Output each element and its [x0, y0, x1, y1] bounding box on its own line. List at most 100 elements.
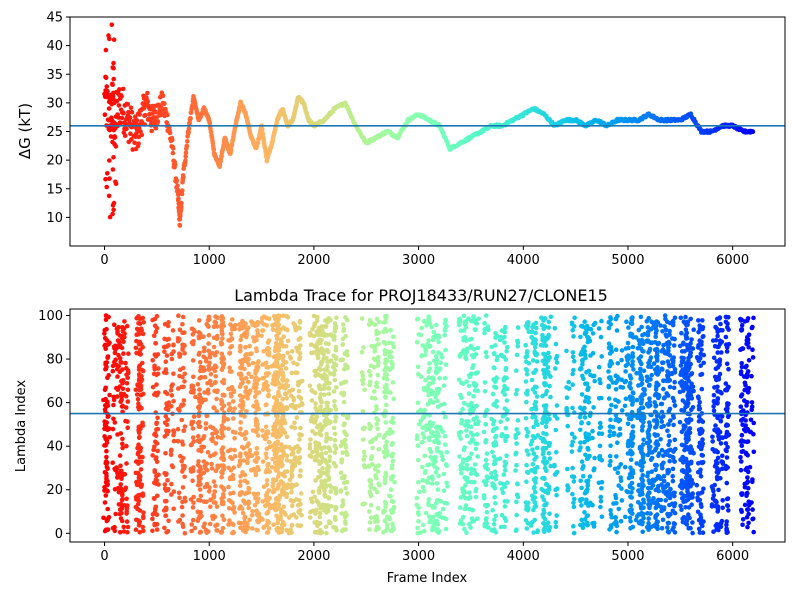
- lambda-point: [749, 325, 755, 331]
- lambda-point: [197, 424, 203, 430]
- lambda-point: [212, 380, 218, 386]
- x-tick-label: 6000: [716, 253, 749, 268]
- lambda-point: [118, 516, 124, 521]
- lambda-point: [124, 365, 129, 371]
- lambda-point: [531, 451, 537, 457]
- lambda-point: [136, 364, 142, 370]
- lambda-point: [391, 344, 397, 350]
- lambda-point: [430, 421, 436, 426]
- delta-g-point: [211, 147, 217, 152]
- lambda-point: [740, 522, 745, 528]
- lambda-point: [580, 466, 585, 472]
- lambda-point: [659, 424, 664, 430]
- lambda-point: [374, 489, 380, 495]
- lambda-point: [738, 316, 743, 322]
- lambda-point: [738, 404, 744, 410]
- lambda-point: [474, 403, 479, 409]
- lambda-point: [628, 494, 633, 500]
- lambda-point: [700, 325, 706, 330]
- lambda-point: [469, 353, 475, 358]
- lambda-point: [470, 432, 476, 438]
- lambda-point: [618, 478, 624, 484]
- lambda-point: [637, 341, 642, 347]
- lambda-point: [136, 523, 142, 528]
- lambda-point: [529, 377, 535, 383]
- delta-g-point: [110, 167, 116, 172]
- lambda-point: [344, 432, 349, 438]
- lambda-point: [154, 512, 160, 517]
- lambda-point: [195, 382, 201, 387]
- lambda-point: [254, 391, 260, 396]
- lambda-point: [238, 454, 243, 459]
- lambda-point: [340, 498, 346, 503]
- lambda-point: [115, 475, 120, 480]
- lambda-point: [265, 463, 270, 468]
- lambda-point: [611, 430, 617, 436]
- lambda-point: [152, 432, 157, 437]
- lambda-point: [599, 479, 605, 485]
- lambda-point: [661, 396, 667, 401]
- lambda-point: [459, 471, 464, 476]
- y-tick-label: 30: [46, 96, 63, 111]
- lambda-point: [383, 371, 388, 377]
- lambda-point: [115, 329, 120, 335]
- lambda-point: [154, 325, 160, 331]
- lambda-point: [430, 433, 436, 439]
- lambda-point: [332, 431, 338, 437]
- lambda-point: [384, 402, 389, 408]
- lambda-point: [388, 390, 393, 395]
- lambda-point: [457, 505, 463, 510]
- lambda-point: [716, 487, 721, 493]
- lambda-point: [628, 465, 633, 471]
- lambda-point: [164, 353, 170, 358]
- delta-g-point: [129, 137, 134, 142]
- lambda-point: [123, 405, 129, 410]
- lambda-point: [644, 338, 650, 344]
- lambda-point: [492, 365, 497, 371]
- lambda-point: [579, 503, 584, 508]
- lambda-point: [255, 518, 260, 524]
- lambda-point: [289, 349, 295, 354]
- lambda-point: [122, 503, 127, 508]
- lambda-point: [343, 519, 348, 524]
- lambda-point: [260, 362, 266, 367]
- lambda-point: [579, 420, 584, 426]
- lambda-points: [101, 313, 757, 536]
- delta-g-point: [102, 112, 108, 117]
- lambda-point: [274, 506, 280, 512]
- lambda-point: [150, 358, 155, 363]
- delta-g-point: [132, 140, 137, 146]
- lambda-point: [483, 350, 489, 355]
- lambda-point: [548, 394, 553, 400]
- lambda-point: [115, 387, 121, 393]
- lambda-point: [644, 374, 650, 380]
- lambda-point: [179, 504, 185, 510]
- lambda-point: [368, 491, 373, 497]
- lambda-point: [607, 527, 612, 532]
- lambda-point: [619, 486, 624, 491]
- lambda-point: [281, 449, 286, 455]
- lambda-point: [150, 453, 155, 458]
- lambda-point: [461, 465, 467, 471]
- lambda-point: [434, 354, 439, 359]
- lambda-point: [233, 430, 238, 435]
- lambda-point: [471, 363, 476, 368]
- lambda-point: [582, 510, 587, 515]
- lambda-point: [140, 315, 146, 321]
- lambda-point: [613, 347, 619, 353]
- lambda-point: [375, 372, 381, 378]
- lambda-point: [430, 503, 435, 509]
- lambda-point: [489, 416, 494, 422]
- lambda-point: [283, 360, 289, 365]
- delta-g-point: [150, 111, 155, 116]
- lambda-point: [339, 511, 345, 516]
- lambda-point: [710, 447, 715, 452]
- lambda-point: [120, 367, 125, 372]
- lambda-point: [332, 399, 337, 404]
- lambda-point: [660, 329, 665, 334]
- lambda-point: [238, 343, 243, 349]
- lambda-point: [219, 474, 224, 480]
- lambda-point: [383, 319, 388, 325]
- lambda-point: [641, 497, 646, 503]
- lambda-point: [749, 373, 754, 379]
